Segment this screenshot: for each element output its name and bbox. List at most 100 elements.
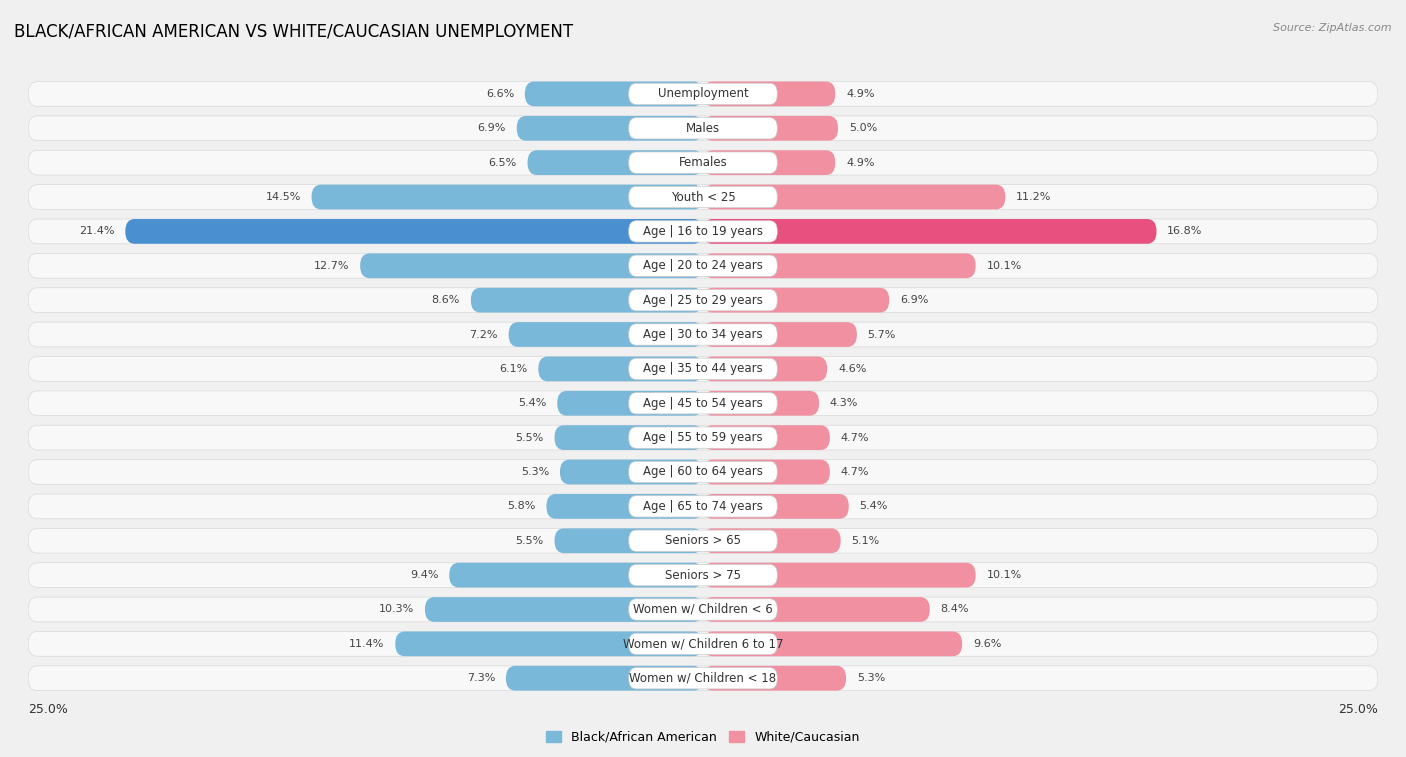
Text: 4.3%: 4.3% <box>830 398 858 408</box>
Text: Seniors > 75: Seniors > 75 <box>665 569 741 581</box>
Text: 7.3%: 7.3% <box>467 673 495 684</box>
Text: Age | 30 to 34 years: Age | 30 to 34 years <box>643 328 763 341</box>
Text: Seniors > 65: Seniors > 65 <box>665 534 741 547</box>
FancyBboxPatch shape <box>628 530 778 551</box>
Text: 4.7%: 4.7% <box>841 433 869 443</box>
Text: Women w/ Children < 18: Women w/ Children < 18 <box>630 671 776 685</box>
FancyBboxPatch shape <box>628 324 778 345</box>
Text: BLACK/AFRICAN AMERICAN VS WHITE/CAUCASIAN UNEMPLOYMENT: BLACK/AFRICAN AMERICAN VS WHITE/CAUCASIA… <box>14 23 574 41</box>
FancyBboxPatch shape <box>28 151 1378 175</box>
Text: 5.0%: 5.0% <box>849 123 877 133</box>
FancyBboxPatch shape <box>628 668 778 689</box>
FancyBboxPatch shape <box>703 597 929 621</box>
FancyBboxPatch shape <box>703 528 841 553</box>
FancyBboxPatch shape <box>703 185 1005 210</box>
Text: Age | 55 to 59 years: Age | 55 to 59 years <box>643 431 763 444</box>
FancyBboxPatch shape <box>703 425 830 450</box>
FancyBboxPatch shape <box>517 116 703 141</box>
Text: 5.8%: 5.8% <box>508 501 536 512</box>
Text: 6.5%: 6.5% <box>488 157 517 167</box>
FancyBboxPatch shape <box>703 288 889 313</box>
Text: 4.6%: 4.6% <box>838 364 866 374</box>
Text: 4.9%: 4.9% <box>846 89 875 99</box>
Text: Unemployment: Unemployment <box>658 87 748 101</box>
FancyBboxPatch shape <box>28 322 1378 347</box>
Text: Women w/ Children < 6: Women w/ Children < 6 <box>633 603 773 616</box>
FancyBboxPatch shape <box>527 151 703 175</box>
Text: 8.4%: 8.4% <box>941 605 969 615</box>
Text: 10.3%: 10.3% <box>378 605 415 615</box>
Text: 11.4%: 11.4% <box>349 639 384 649</box>
FancyBboxPatch shape <box>28 185 1378 210</box>
FancyBboxPatch shape <box>628 255 778 276</box>
Text: Women w/ Children 6 to 17: Women w/ Children 6 to 17 <box>623 637 783 650</box>
FancyBboxPatch shape <box>628 599 778 620</box>
FancyBboxPatch shape <box>703 494 849 519</box>
Text: Youth < 25: Youth < 25 <box>671 191 735 204</box>
FancyBboxPatch shape <box>703 219 1157 244</box>
Text: Age | 16 to 19 years: Age | 16 to 19 years <box>643 225 763 238</box>
Legend: Black/African American, White/Caucasian: Black/African American, White/Caucasian <box>541 726 865 749</box>
Text: Age | 45 to 54 years: Age | 45 to 54 years <box>643 397 763 410</box>
Text: 14.5%: 14.5% <box>266 192 301 202</box>
FancyBboxPatch shape <box>703 82 835 106</box>
FancyBboxPatch shape <box>554 528 703 553</box>
Text: Age | 65 to 74 years: Age | 65 to 74 years <box>643 500 763 513</box>
Text: Age | 35 to 44 years: Age | 35 to 44 years <box>643 363 763 375</box>
Text: Age | 20 to 24 years: Age | 20 to 24 years <box>643 259 763 273</box>
FancyBboxPatch shape <box>628 633 778 655</box>
Text: Source: ZipAtlas.com: Source: ZipAtlas.com <box>1274 23 1392 33</box>
FancyBboxPatch shape <box>703 322 856 347</box>
FancyBboxPatch shape <box>628 117 778 139</box>
FancyBboxPatch shape <box>28 254 1378 278</box>
Text: 10.1%: 10.1% <box>987 570 1022 580</box>
FancyBboxPatch shape <box>28 357 1378 382</box>
FancyBboxPatch shape <box>703 357 827 382</box>
Text: 5.5%: 5.5% <box>516 433 544 443</box>
FancyBboxPatch shape <box>557 391 703 416</box>
FancyBboxPatch shape <box>28 494 1378 519</box>
Text: Age | 60 to 64 years: Age | 60 to 64 years <box>643 466 763 478</box>
FancyBboxPatch shape <box>703 631 962 656</box>
FancyBboxPatch shape <box>360 254 703 278</box>
Text: 5.3%: 5.3% <box>856 673 886 684</box>
FancyBboxPatch shape <box>628 83 778 104</box>
FancyBboxPatch shape <box>628 289 778 311</box>
FancyBboxPatch shape <box>560 459 703 484</box>
FancyBboxPatch shape <box>703 562 976 587</box>
FancyBboxPatch shape <box>509 322 703 347</box>
FancyBboxPatch shape <box>28 288 1378 313</box>
Text: Females: Females <box>679 156 727 169</box>
Text: 5.3%: 5.3% <box>520 467 550 477</box>
FancyBboxPatch shape <box>628 221 778 242</box>
Text: 11.2%: 11.2% <box>1017 192 1052 202</box>
FancyBboxPatch shape <box>28 82 1378 106</box>
Text: Males: Males <box>686 122 720 135</box>
FancyBboxPatch shape <box>538 357 703 382</box>
FancyBboxPatch shape <box>471 288 703 313</box>
Text: 5.7%: 5.7% <box>868 329 896 339</box>
Text: 5.1%: 5.1% <box>852 536 880 546</box>
Text: Age | 25 to 29 years: Age | 25 to 29 years <box>643 294 763 307</box>
Text: 16.8%: 16.8% <box>1167 226 1202 236</box>
FancyBboxPatch shape <box>28 562 1378 587</box>
Text: 7.2%: 7.2% <box>470 329 498 339</box>
FancyBboxPatch shape <box>628 186 778 207</box>
FancyBboxPatch shape <box>703 254 976 278</box>
Text: 12.7%: 12.7% <box>314 260 349 271</box>
Text: 10.1%: 10.1% <box>987 260 1022 271</box>
Text: 25.0%: 25.0% <box>1339 703 1378 716</box>
Text: 6.6%: 6.6% <box>486 89 515 99</box>
Text: 9.6%: 9.6% <box>973 639 1001 649</box>
Text: 5.4%: 5.4% <box>859 501 889 512</box>
Text: 9.4%: 9.4% <box>411 570 439 580</box>
Text: 5.5%: 5.5% <box>516 536 544 546</box>
FancyBboxPatch shape <box>28 116 1378 141</box>
FancyBboxPatch shape <box>28 425 1378 450</box>
FancyBboxPatch shape <box>28 528 1378 553</box>
FancyBboxPatch shape <box>703 391 820 416</box>
FancyBboxPatch shape <box>628 358 778 379</box>
FancyBboxPatch shape <box>28 666 1378 690</box>
FancyBboxPatch shape <box>628 427 778 448</box>
FancyBboxPatch shape <box>628 496 778 517</box>
